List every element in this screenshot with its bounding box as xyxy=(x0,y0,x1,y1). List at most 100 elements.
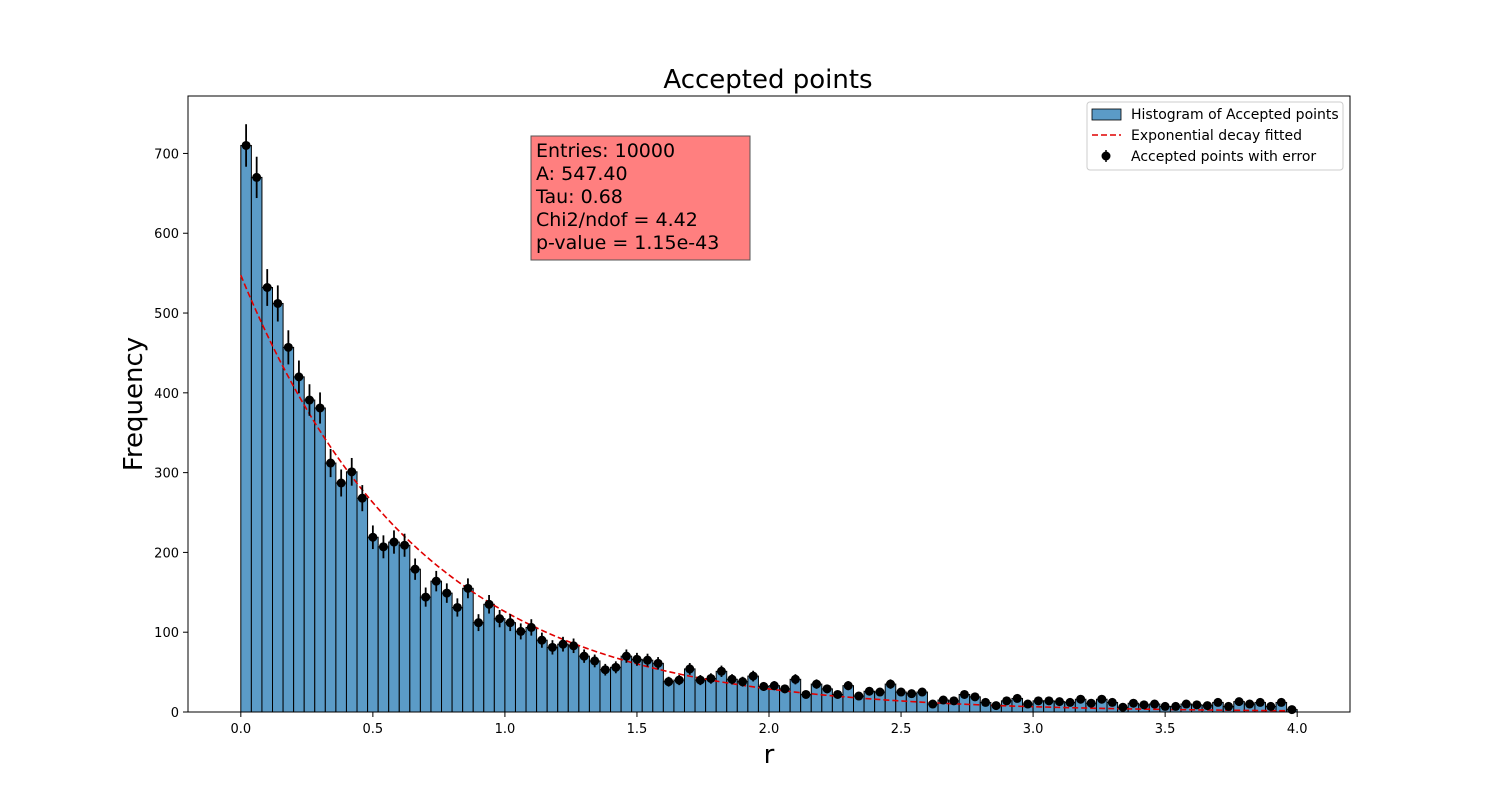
data-point xyxy=(991,701,1001,711)
data-point xyxy=(1192,700,1202,710)
data-point xyxy=(400,540,410,550)
histogram-bar xyxy=(367,536,379,713)
legend-errorbar-swatch-dot xyxy=(1101,151,1111,161)
histogram-bar xyxy=(356,497,369,713)
data-point xyxy=(706,673,716,683)
data-point xyxy=(938,695,948,705)
annotation-line-a: A: 547.40 xyxy=(536,163,628,185)
data-point xyxy=(843,681,853,691)
histogram-bar xyxy=(430,580,443,713)
data-point xyxy=(664,677,674,687)
error-points-layer xyxy=(241,124,1297,715)
data-point xyxy=(368,532,378,542)
data-point xyxy=(452,602,462,612)
annotation-line-chi2: Chi2/ndof = 4.42 xyxy=(536,209,698,231)
histogram-bar xyxy=(610,666,622,713)
legend-histogram-label: Histogram of Accepted points xyxy=(1131,107,1339,123)
histogram-bar xyxy=(620,655,633,713)
legend-errorbar-label: Accepted points with error xyxy=(1131,149,1316,165)
y-tick-label: 500 xyxy=(154,307,179,322)
data-point xyxy=(1245,699,1255,709)
histogram-bar xyxy=(324,462,337,713)
histogram-bars xyxy=(240,144,1298,713)
data-point xyxy=(569,641,579,651)
histogram-bar xyxy=(588,660,601,713)
data-point xyxy=(759,681,769,691)
x-tick-label: 3.5 xyxy=(1155,722,1176,737)
data-point xyxy=(431,576,441,586)
x-tick-label: 3.0 xyxy=(1023,722,1044,737)
data-point xyxy=(1044,696,1054,706)
data-point xyxy=(907,689,917,699)
data-point xyxy=(410,564,420,574)
data-point xyxy=(1160,701,1170,711)
annotation-background xyxy=(530,135,751,261)
data-point xyxy=(474,618,483,628)
histogram-bar xyxy=(715,670,728,713)
data-point xyxy=(928,699,938,709)
data-point xyxy=(600,665,610,675)
data-point xyxy=(526,622,536,632)
histogram-bar xyxy=(578,655,590,713)
x-tick-label: 1.0 xyxy=(495,722,516,737)
y-tick-label: 0 xyxy=(171,706,179,721)
histogram-bar xyxy=(462,587,474,713)
data-point xyxy=(1139,700,1149,710)
data-point xyxy=(1076,694,1086,704)
data-point xyxy=(484,599,494,609)
data-point xyxy=(822,684,832,694)
x-axis-label: r xyxy=(764,740,775,770)
data-point xyxy=(1150,699,1160,709)
x-axis-ticks: 0.0 0.5 1.0 1.5 2.0 2.5 3.0 3.5 4.0 xyxy=(230,712,1308,737)
data-point xyxy=(885,679,895,689)
data-point xyxy=(833,689,843,699)
histogram-bar xyxy=(282,346,295,713)
legend-fit-label: Exponential decay fitted xyxy=(1131,128,1302,144)
annotation-line-tau: Tau: 0.68 xyxy=(535,186,623,208)
data-point xyxy=(347,467,357,477)
data-point xyxy=(917,687,927,697)
x-tick-label: 0.5 xyxy=(363,722,384,737)
data-point xyxy=(315,403,325,413)
data-point xyxy=(1276,697,1286,707)
data-point xyxy=(674,675,684,685)
histogram-bar xyxy=(546,646,559,713)
data-point xyxy=(611,662,621,672)
histogram-bar xyxy=(377,546,390,713)
histogram-bar xyxy=(398,544,411,713)
histogram-bar xyxy=(536,639,548,713)
data-point xyxy=(357,493,367,503)
data-point xyxy=(1012,693,1022,703)
histogram-bar xyxy=(388,541,400,713)
histogram-bar xyxy=(483,603,495,713)
histogram-bar xyxy=(472,622,485,713)
data-point xyxy=(252,172,262,182)
data-point xyxy=(1065,697,1075,707)
annotation-line-entries: Entries: 10000 xyxy=(536,140,675,162)
histogram-bar xyxy=(641,659,654,713)
histogram-bar xyxy=(525,626,538,713)
data-point xyxy=(273,298,283,308)
histogram-bar xyxy=(631,658,643,713)
data-point xyxy=(547,642,557,652)
legend-histogram-swatch xyxy=(1091,108,1122,121)
data-point xyxy=(262,283,272,293)
histogram-bar xyxy=(303,399,316,713)
data-point xyxy=(801,689,811,699)
data-point xyxy=(1097,694,1107,704)
data-point xyxy=(389,537,399,547)
data-point xyxy=(1213,697,1223,707)
histogram-bar xyxy=(345,471,358,713)
data-point xyxy=(812,679,822,689)
data-point xyxy=(748,671,758,681)
data-point xyxy=(463,583,473,593)
data-point xyxy=(1287,705,1297,715)
data-point xyxy=(378,542,388,552)
data-point xyxy=(632,654,642,664)
chart-title: Accepted points xyxy=(663,65,872,95)
data-point xyxy=(1255,697,1265,707)
data-point xyxy=(1234,697,1244,707)
data-point xyxy=(970,692,980,702)
histogram-bar xyxy=(557,643,569,713)
data-point xyxy=(283,342,293,352)
